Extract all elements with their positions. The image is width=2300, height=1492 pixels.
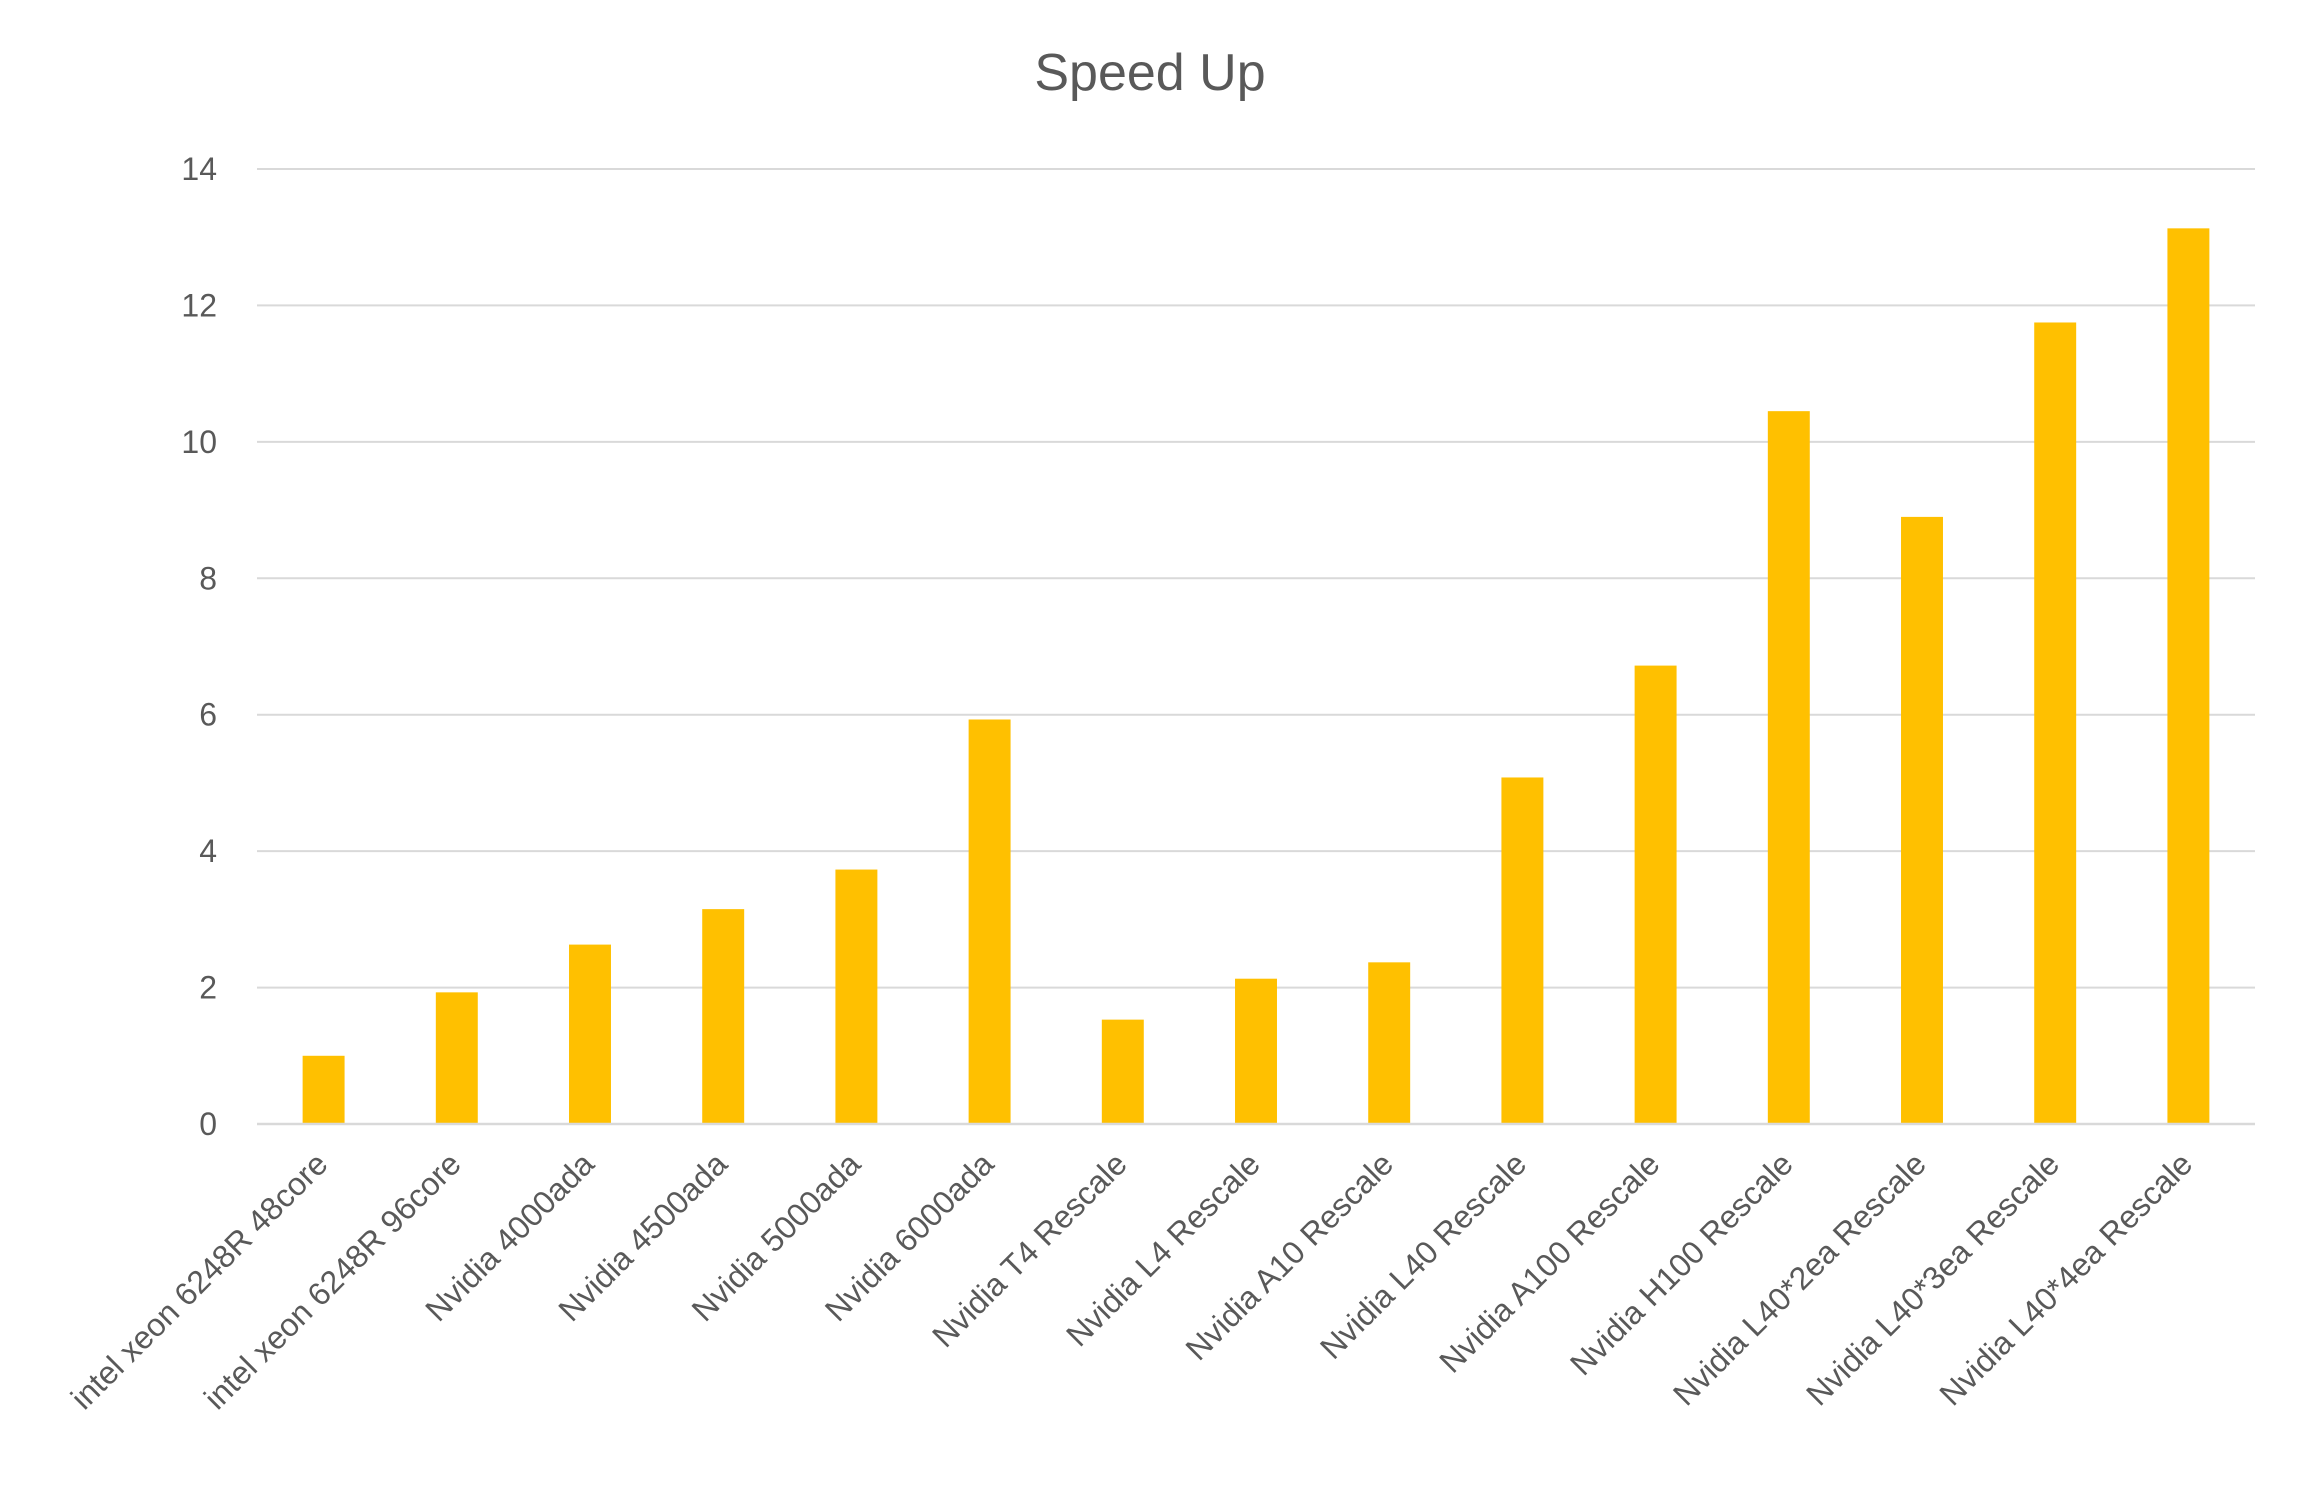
bar [569, 944, 611, 1124]
bar [968, 719, 1011, 1124]
y-tick-label: 10 [181, 424, 217, 460]
bar [435, 992, 478, 1124]
y-tick-label: 0 [199, 1106, 217, 1142]
x-tick-label: Nvidia L40*4ea Rescale [1932, 1145, 2199, 1412]
bars [302, 228, 2210, 1124]
x-tick-label: intel xeon 6248R 48core [64, 1145, 335, 1416]
bar [835, 869, 878, 1124]
bar [2034, 322, 2077, 1124]
y-tick-label: 2 [199, 970, 217, 1006]
bar [1501, 777, 1544, 1124]
y-tick-label: 4 [199, 833, 217, 869]
gridlines [257, 168, 2255, 989]
y-tick-label: 12 [181, 287, 217, 323]
bar [1235, 978, 1277, 1124]
x-tick-label: Nvidia L40*3ea Rescale [1799, 1145, 2066, 1412]
y-tick-label: 8 [199, 560, 217, 596]
bar [302, 1055, 345, 1124]
bar [1901, 516, 1943, 1124]
x-tick-label: Nvidia H100 Rescale [1563, 1145, 1800, 1382]
bar [1368, 962, 1411, 1124]
bar [1634, 665, 1677, 1124]
x-tick-label: intel xeon 6248R 96core [197, 1145, 468, 1416]
bar [1767, 411, 1810, 1124]
x-tick-label: Nvidia A100 Rescale [1432, 1145, 1666, 1379]
bar [2167, 228, 2210, 1124]
y-axis-ticks: 0 2 4 6 8 10 12 14 [181, 151, 217, 1142]
y-tick-label: 6 [199, 697, 217, 733]
bar [1101, 1019, 1144, 1124]
x-tick-label: Nvidia L40*2ea Rescale [1666, 1145, 1933, 1412]
y-tick-label: 14 [181, 151, 217, 187]
chart-title: Speed Up [1034, 44, 1265, 102]
bar [702, 909, 745, 1124]
